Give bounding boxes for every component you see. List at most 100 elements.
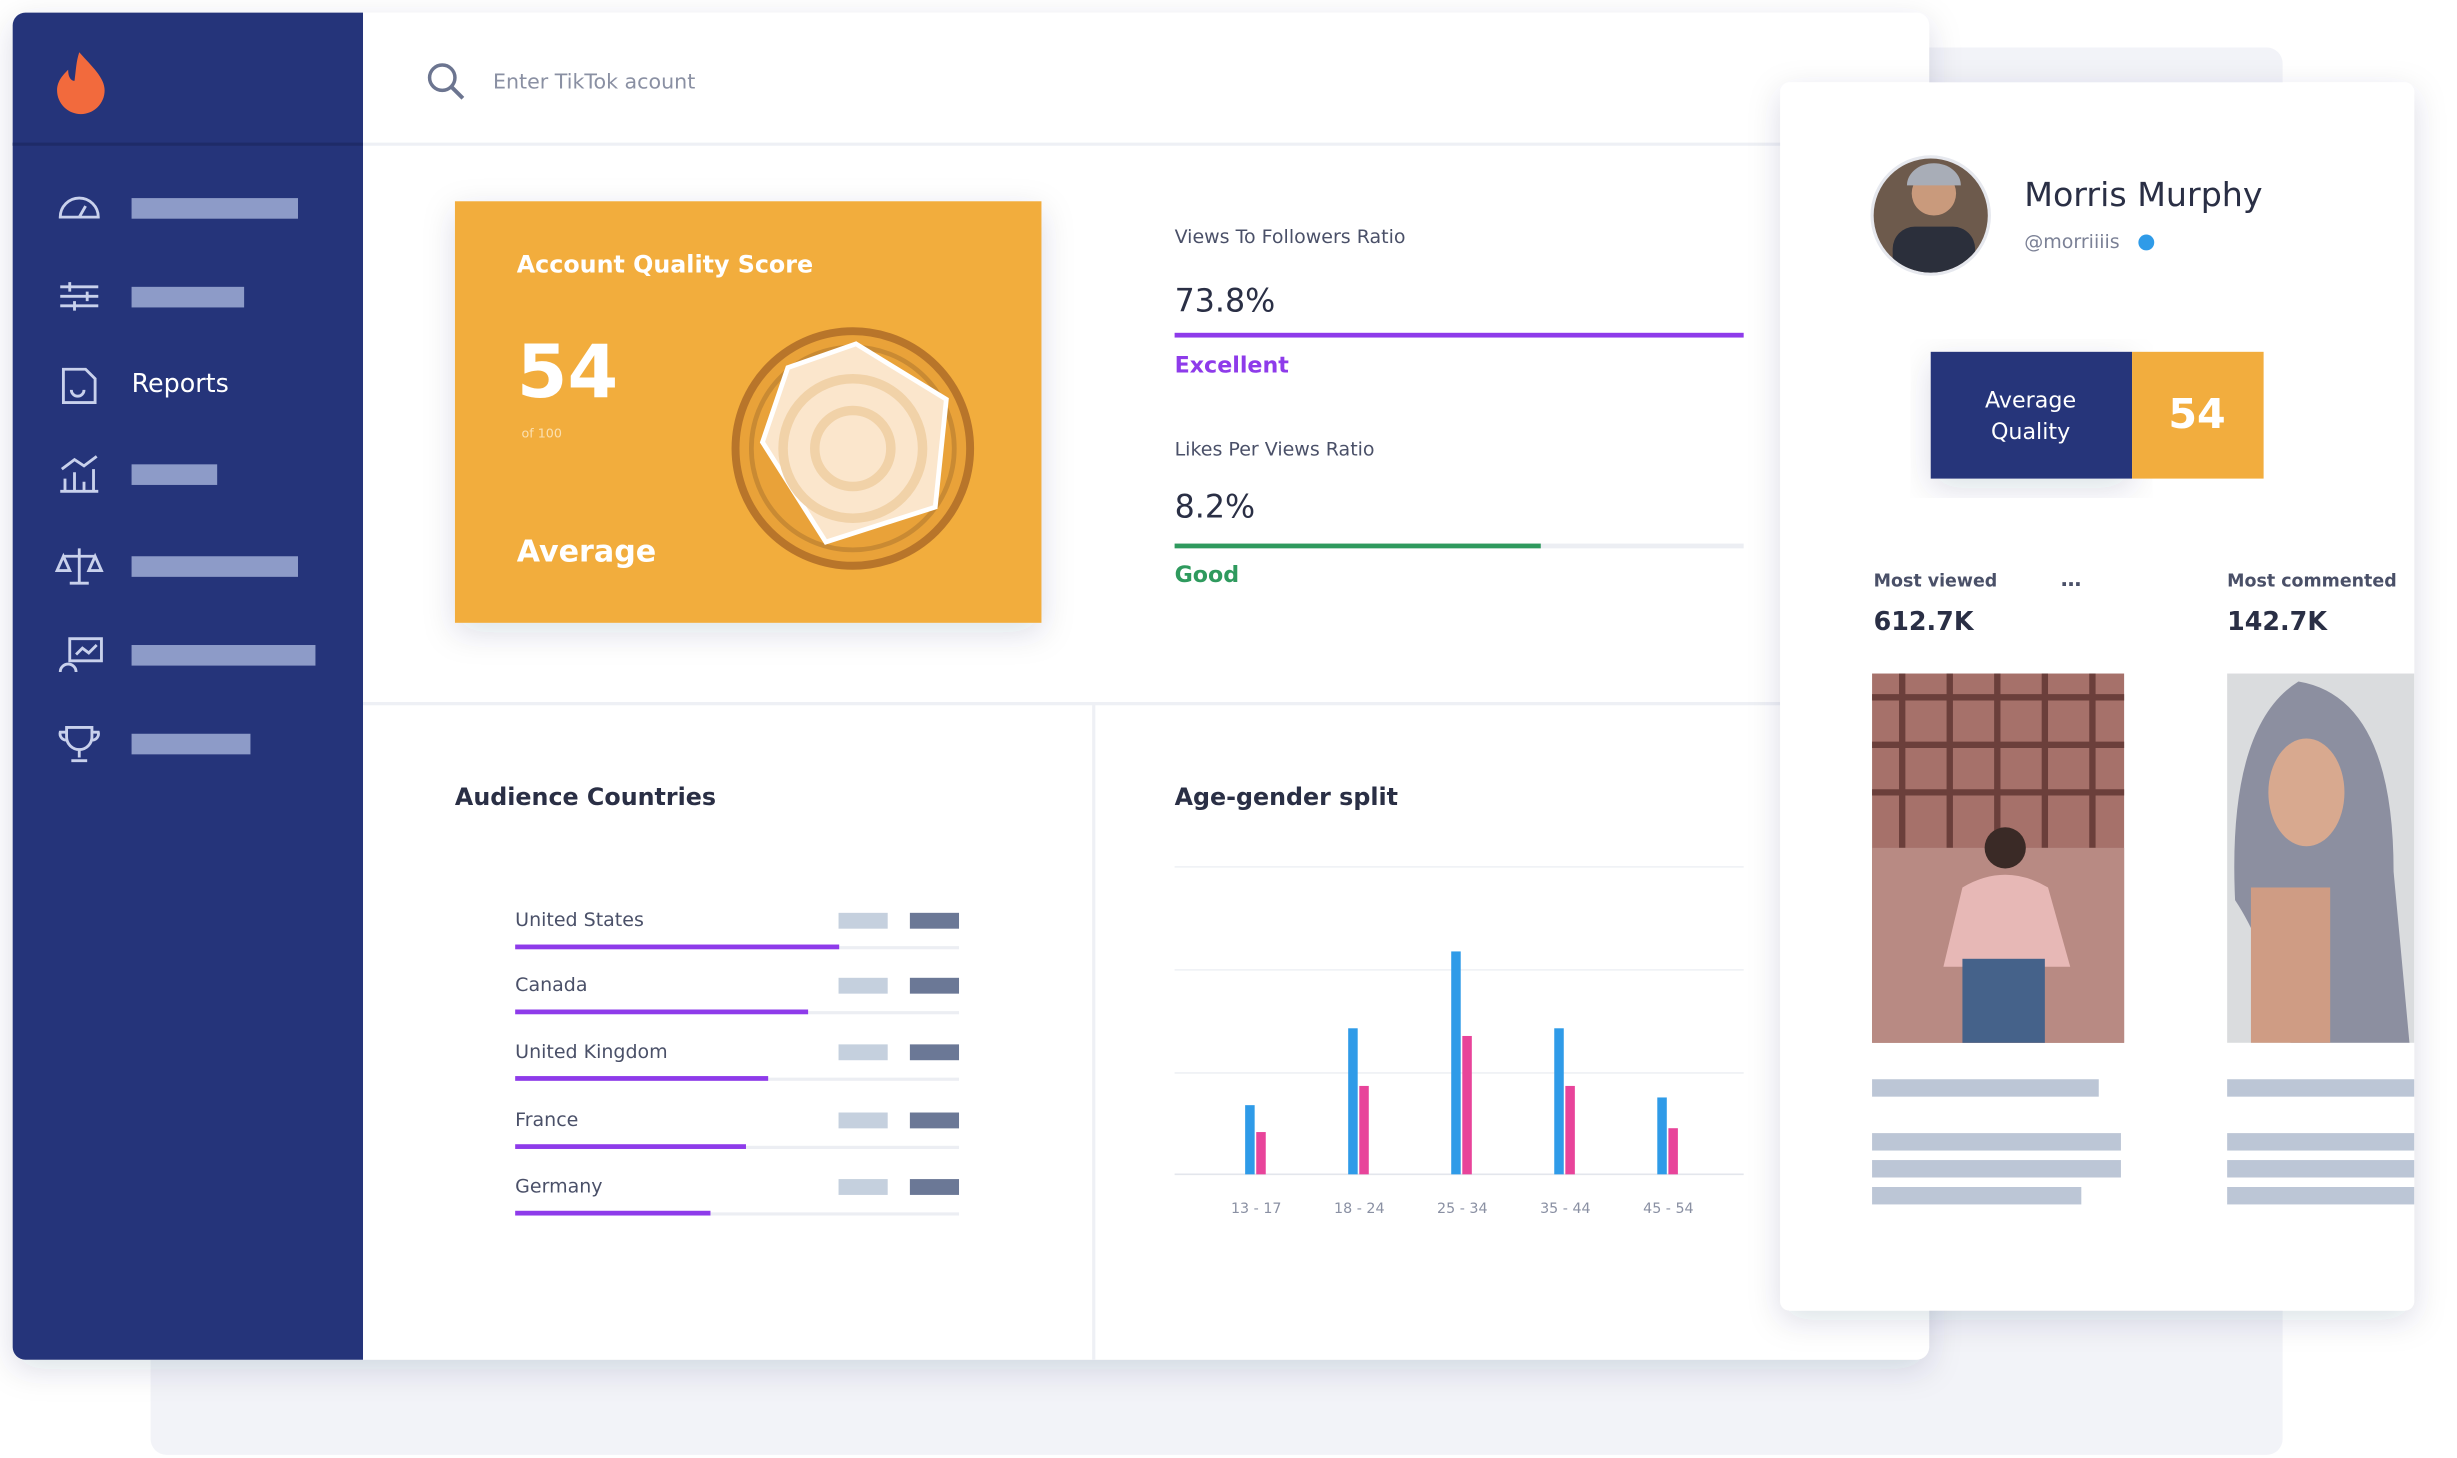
metric-rating: Good xyxy=(1175,562,1240,588)
photo-detail xyxy=(1872,673,2125,848)
metric-value: 73.8% xyxy=(1175,284,1276,320)
placeholder xyxy=(1872,1079,2099,1097)
x-tick-label: 35 - 44 xyxy=(1540,1201,1590,1217)
quality-label: Average xyxy=(1985,387,2076,413)
radar-ring xyxy=(810,405,896,492)
post-stat-label: Most commented xyxy=(2227,572,2397,592)
quality-score: 54 xyxy=(517,330,618,415)
more-button[interactable]: … xyxy=(2061,567,2082,591)
bar xyxy=(1668,1128,1678,1175)
bar xyxy=(1348,1028,1358,1175)
bar xyxy=(1462,1035,1472,1175)
logo[interactable] xyxy=(57,52,105,115)
placeholder xyxy=(2227,1079,2415,1097)
bar xyxy=(1359,1085,1369,1175)
photo-person xyxy=(1984,827,2026,869)
country-legend xyxy=(909,977,960,994)
post-stat-label: Most viewed xyxy=(1874,572,1998,592)
quality-rating: Average xyxy=(517,535,656,570)
profile-name: Morris Murphy xyxy=(2024,175,2262,214)
nav-icon[interactable] xyxy=(58,196,100,219)
nav-icon[interactable] xyxy=(60,455,99,493)
nav-item[interactable]: Reports xyxy=(132,368,229,398)
photo-person xyxy=(2250,887,2331,1043)
post-image[interactable] xyxy=(2227,673,2433,1043)
country-name: Canada xyxy=(515,974,587,996)
nav-icon[interactable] xyxy=(60,282,99,311)
country-name: France xyxy=(515,1109,578,1131)
country-name: Germany xyxy=(515,1176,602,1198)
nav-icon[interactable] xyxy=(58,637,103,673)
country-legend xyxy=(909,912,960,929)
placeholder xyxy=(1872,1133,2121,1151)
quality-label: Quality xyxy=(1991,419,2070,445)
avatar xyxy=(1873,158,1988,273)
search-icon[interactable] xyxy=(427,63,457,93)
post-image[interactable] xyxy=(1872,673,2125,1043)
nav-icon[interactable] xyxy=(54,548,104,585)
country-bar xyxy=(515,1144,746,1149)
country-name: United Kingdom xyxy=(515,1041,668,1063)
quality-title: Account Quality Score xyxy=(517,251,813,279)
country-legend xyxy=(909,1112,960,1129)
quality-scale: of 100 xyxy=(522,426,562,441)
bar xyxy=(1565,1085,1575,1175)
post-stat-value: 612.7K xyxy=(1874,606,1975,636)
radar xyxy=(731,327,975,570)
bar xyxy=(1657,1097,1667,1175)
nav-item[interactable] xyxy=(131,464,218,485)
metric-label: Likes Per Views Ratio xyxy=(1175,439,1375,461)
x-tick-label: 13 - 17 xyxy=(1231,1201,1281,1217)
metric-label: Views To Followers Ratio xyxy=(1175,226,1406,248)
nav-item[interactable] xyxy=(131,556,299,577)
country-legend xyxy=(838,1112,888,1129)
bar xyxy=(1256,1132,1266,1175)
country-legend xyxy=(909,1179,960,1195)
metric-bar xyxy=(1174,543,1541,549)
photo-face xyxy=(2268,738,2345,847)
country-bar xyxy=(515,1210,711,1216)
placeholder xyxy=(2227,1133,2415,1151)
placeholder xyxy=(2227,1160,2415,1178)
quality-label-box xyxy=(1930,351,2133,479)
x-tick-label: 18 - 24 xyxy=(1334,1201,1384,1217)
section-title: Age-gender split xyxy=(1175,783,1398,811)
top-posts: Most viewed … 612.7K Most commented 142.… xyxy=(1872,567,2433,1205)
country-bar xyxy=(515,944,840,950)
placeholder xyxy=(2227,1187,2415,1205)
country-track xyxy=(515,1212,960,1216)
country-legend xyxy=(838,1179,888,1195)
nav-icon[interactable] xyxy=(58,725,100,763)
x-tick-label: 45 - 54 xyxy=(1643,1201,1693,1217)
country-bar xyxy=(515,1076,769,1081)
photo-person xyxy=(1962,958,2045,1043)
country-legend xyxy=(838,977,888,994)
placeholder xyxy=(1872,1187,2082,1205)
nav-item[interactable] xyxy=(131,645,316,666)
sidebar xyxy=(12,12,364,1360)
nav-item[interactable] xyxy=(131,198,299,219)
section-title: Audience Countries xyxy=(455,783,716,811)
nav-item[interactable] xyxy=(131,286,245,308)
photo-person xyxy=(1943,874,2071,967)
nav-item[interactable] xyxy=(131,733,251,755)
verified-badge xyxy=(2138,234,2155,251)
avatar-body xyxy=(1892,226,1976,273)
metric-bar xyxy=(1174,332,1744,338)
x-tick-label: 25 - 34 xyxy=(1437,1201,1487,1217)
search-icon[interactable] xyxy=(450,85,465,100)
placeholder xyxy=(1872,1160,2121,1178)
nav-icon[interactable] xyxy=(61,367,97,404)
nav: Reports xyxy=(54,196,316,763)
bar xyxy=(1451,951,1461,1175)
country-legend xyxy=(838,1044,888,1061)
radar-ring xyxy=(778,374,928,523)
country-legend xyxy=(909,1044,960,1061)
quality-score-box xyxy=(2132,351,2264,479)
metric-value: 8.2% xyxy=(1175,490,1256,526)
avatar-hat xyxy=(1906,163,1961,186)
search-input[interactable]: Enter TikTok acount xyxy=(493,69,695,93)
